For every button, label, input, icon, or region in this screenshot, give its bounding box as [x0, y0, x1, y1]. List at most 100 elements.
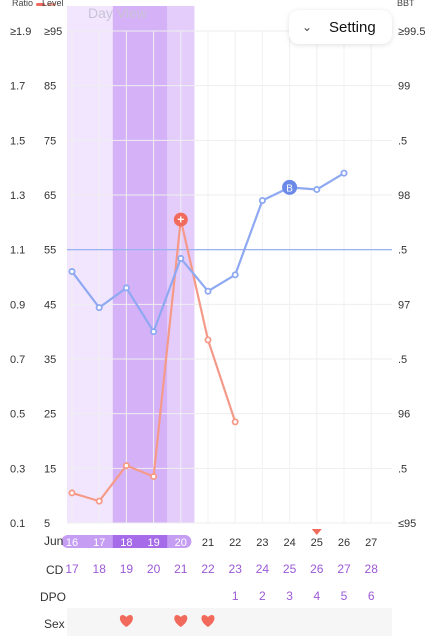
level-tick-label: 35	[44, 354, 56, 366]
dpo-value: 4	[313, 589, 320, 603]
bbt-marker	[282, 179, 298, 195]
ratio-tick-label: ≥1.9	[10, 26, 31, 38]
bbt-tick-label: 98	[398, 190, 410, 202]
chevron-down-icon: ⌄	[301, 20, 313, 34]
bbt-point	[150, 328, 158, 336]
bbt-tick-label: .5	[398, 354, 407, 366]
ratio-tick-label: 1.5	[10, 135, 25, 147]
day-label: 20	[175, 537, 187, 549]
ratio-tick-label: 0.5	[10, 409, 25, 421]
bbt-tick-label: .5	[398, 463, 407, 475]
ratio-point	[68, 489, 76, 497]
day-label: 18	[120, 537, 132, 549]
cd-value: 19	[120, 562, 134, 576]
day-label: 22	[229, 537, 241, 549]
month-label: Jun	[44, 534, 64, 548]
bbt-point	[68, 268, 76, 276]
cd-row-label: CD	[46, 563, 64, 577]
ratio-tick-label: 1.7	[10, 81, 25, 93]
level-tick-label: 65	[44, 190, 56, 202]
heart-icon	[119, 615, 133, 627]
cd-value: 17	[65, 562, 79, 576]
ratio-point	[122, 462, 130, 470]
level-tick-label: ≥95	[44, 26, 62, 38]
setting-button[interactable]: ⌄ Setting	[289, 10, 392, 44]
bbt-point	[231, 271, 239, 279]
day-label: 17	[93, 537, 105, 549]
ratio-tick-label: 0.7	[10, 354, 25, 366]
day-label: 19	[147, 537, 159, 549]
cd-value: 25	[283, 562, 297, 576]
level-tick-label: 5	[44, 518, 50, 530]
day-label: 25	[311, 537, 323, 549]
ratio-tick-label: 0.1	[10, 518, 25, 530]
heart-icon	[174, 615, 188, 627]
peak-day-pill	[112, 535, 168, 548]
day-label: 24	[283, 537, 295, 549]
day-label: 26	[338, 537, 350, 549]
legend-level: Level	[42, 0, 64, 8]
bbt-tick-label: ≤95	[398, 518, 416, 530]
bbt-point	[177, 254, 185, 262]
ratio-legend-swatch	[35, 3, 45, 6]
cd-value: 21	[174, 562, 188, 576]
bbt-point	[122, 284, 130, 292]
ratio-point	[231, 418, 239, 426]
cd-value: 22	[201, 562, 215, 576]
cd-value: 24	[256, 562, 270, 576]
ratio-legend-swatch-2	[47, 3, 57, 6]
ratio-point	[204, 336, 212, 344]
day-label: 27	[365, 537, 377, 549]
bbt-marker-symbol: B	[286, 183, 293, 194]
legend-ratio: Ratio	[12, 0, 57, 8]
dpo-value: 6	[368, 589, 375, 603]
bbt-point	[95, 304, 103, 312]
ratio-peak-marker-symbol: +	[177, 213, 184, 227]
fertile-peak-band	[112, 6, 168, 523]
day-label: 16	[66, 537, 78, 549]
ratio-tick-label: 0.9	[10, 299, 25, 311]
cd-value: 20	[147, 562, 161, 576]
bbt-point	[204, 287, 212, 295]
heart-icon	[201, 615, 215, 627]
bbt-tick-label: .5	[398, 135, 407, 147]
level-tick-label: 25	[44, 409, 56, 421]
ovulation-triangle-icon	[311, 529, 322, 535]
dpo-value: 5	[341, 589, 348, 603]
sex-row-background	[67, 608, 392, 636]
dpo-row-label: DPO	[40, 590, 67, 604]
legend-bbt: BBT	[397, 0, 415, 8]
bbt-tick-label: 96	[398, 409, 410, 421]
day-label: 23	[256, 537, 268, 549]
bbt-tick-label: ≥99.5	[398, 26, 425, 38]
ratio-tick-label: 0.3	[10, 463, 25, 475]
cd-value: 23	[229, 562, 243, 576]
setting-label: Setting	[329, 18, 376, 36]
sex-row-label: Sex	[44, 617, 65, 631]
level-tick-label: 85	[44, 81, 56, 93]
ratio-tick-label: 1.3	[10, 190, 25, 202]
day-label: 21	[202, 537, 214, 549]
cd-value: 28	[365, 562, 379, 576]
dpo-value: 3	[286, 589, 293, 603]
ratio-point	[95, 497, 103, 505]
level-tick-label: 55	[44, 245, 56, 257]
dpo-value: 2	[259, 589, 266, 603]
level-tick-label: 75	[44, 135, 56, 147]
cd-value: 26	[310, 562, 324, 576]
bbt-point	[313, 186, 321, 194]
ratio-tick-label: 1.1	[10, 245, 25, 257]
bbt-tick-label: 97	[398, 299, 410, 311]
ratio-peak-marker	[173, 212, 188, 227]
level-tick-label: 15	[44, 463, 56, 475]
ratio-point	[150, 473, 158, 481]
bbt-point	[340, 169, 348, 177]
bbt-point	[258, 196, 266, 204]
bbt-tick-label: 99	[398, 81, 410, 93]
level-tick-label: 45	[44, 299, 56, 311]
bbt-tick-label: .5	[398, 245, 407, 257]
day-view-label: Day View	[88, 5, 147, 21]
dpo-value: 1	[232, 589, 239, 603]
cd-value: 27	[337, 562, 351, 576]
